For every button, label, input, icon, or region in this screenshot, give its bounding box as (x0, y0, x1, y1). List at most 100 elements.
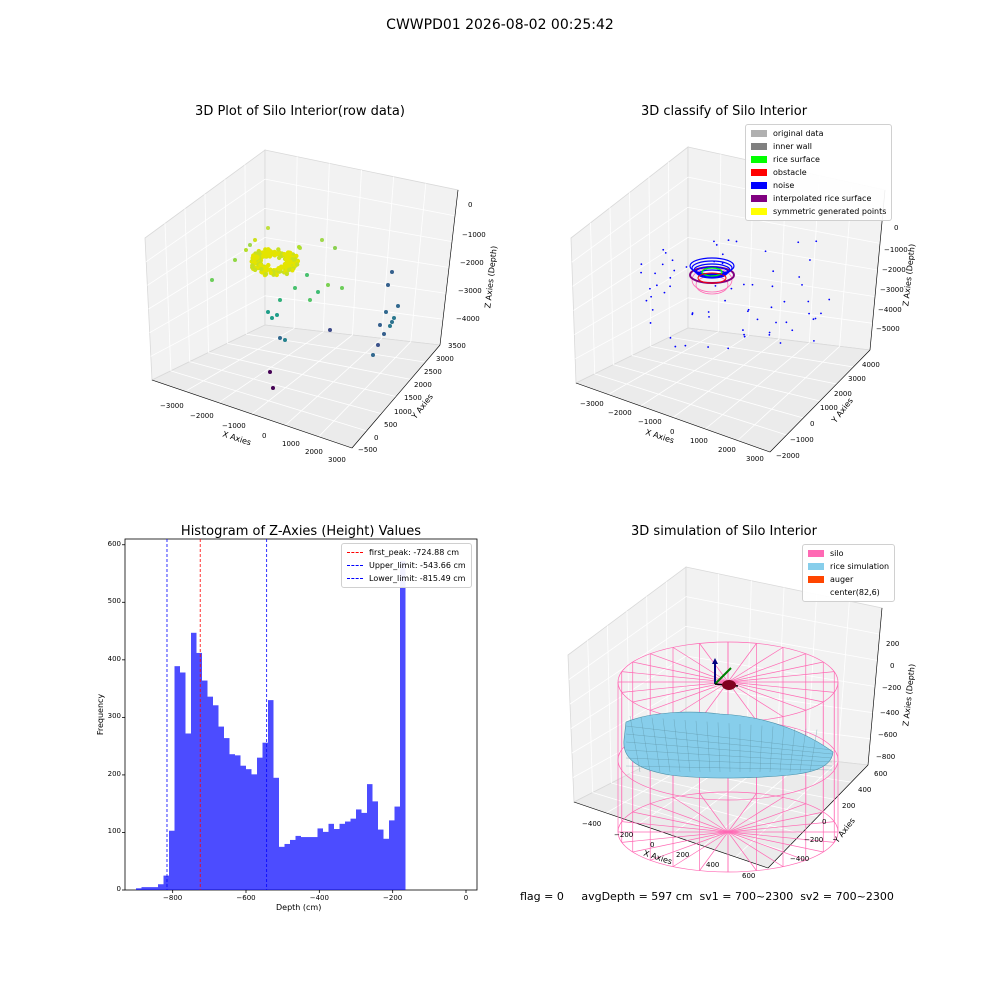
noise-point (768, 331, 771, 334)
p4-zt4: −600 (878, 731, 898, 739)
p1-yt4: 1500 (404, 394, 422, 402)
hist-bar (136, 888, 142, 890)
noise-point (669, 276, 672, 279)
scatter-point (270, 316, 274, 320)
p4-yt3: 200 (842, 802, 856, 810)
hist-bar (317, 828, 323, 890)
hist-bar (224, 738, 230, 890)
p1-xt3: 0 (262, 432, 267, 440)
hist-bar (158, 884, 164, 890)
p1-yt5: 2000 (414, 381, 432, 389)
scatter-point (264, 268, 270, 273)
p4-yt1: −200 (804, 836, 824, 844)
noise-point (669, 285, 671, 288)
p4-xt5: 600 (742, 872, 756, 880)
rice-mesh (625, 715, 833, 773)
p1-xt4: 1000 (282, 440, 300, 448)
auger (712, 658, 739, 690)
p4-zt2: −200 (882, 684, 902, 692)
legend-swatch-silo (808, 550, 824, 557)
p1-xt2: −1000 (222, 422, 246, 430)
scatter-point (264, 264, 270, 269)
p1-zt0: 0 (468, 201, 473, 209)
hist-bar (378, 829, 384, 890)
scatter-point (282, 251, 287, 257)
p2-xt0: −3000 (580, 400, 604, 408)
noise-point (735, 240, 738, 243)
scatter-point (386, 283, 390, 287)
p2-zt1: −1000 (884, 246, 908, 254)
noise-point (743, 333, 745, 336)
scatter-point (285, 250, 291, 255)
noise-point (785, 321, 788, 324)
legend-swatch-rice-sim (808, 563, 824, 570)
hist-ytick-label: 400 (107, 654, 121, 663)
hist-bar (284, 843, 290, 890)
noise-ring (689, 257, 735, 275)
legend-line-upper (347, 565, 363, 566)
scatter-point (371, 353, 375, 357)
hist-bar (202, 680, 208, 890)
hist-xtick-label: −400 (309, 894, 329, 902)
noise-point (751, 283, 754, 286)
scatter-point (266, 310, 270, 314)
p2-xt3: 0 (670, 428, 675, 436)
hist-bar (394, 806, 400, 890)
noise-point (674, 345, 677, 348)
scatter-point (263, 251, 268, 257)
scatter-point (294, 262, 300, 267)
noise-point (715, 244, 718, 246)
hist-bar (301, 837, 307, 890)
hist-bar (361, 812, 367, 890)
legend-swatch-inner-wall (751, 143, 767, 150)
scatter-point (248, 243, 252, 247)
plot2-points (640, 239, 831, 350)
scatter-point (390, 270, 394, 274)
noise-point (721, 262, 724, 265)
noise-point (727, 239, 730, 242)
hist-bar (356, 809, 362, 890)
plot1-title: 3D Plot of Silo Interior(row data) (195, 104, 405, 119)
noise-point (743, 335, 746, 338)
noise-point (649, 322, 652, 324)
noise-point (828, 298, 831, 301)
scatter-point (388, 324, 392, 328)
legend-lower: Lower_limit: -815.49 cm (369, 574, 466, 583)
p2-xt4: 1000 (690, 437, 708, 445)
noise-point (664, 251, 667, 254)
hist-bar (312, 837, 318, 890)
scatter-point (250, 265, 255, 270)
p2-yt1: −1000 (790, 436, 814, 444)
scatter-point (266, 226, 270, 230)
p4-yt4: 400 (858, 786, 872, 794)
noise-ring (697, 269, 727, 279)
p4-yt0: −400 (790, 855, 810, 863)
noise-point (814, 317, 817, 320)
hist-bar (350, 818, 356, 890)
noise-point (722, 273, 724, 275)
p1-yt2: 500 (384, 421, 398, 429)
hist-bar (185, 733, 191, 890)
p2-zt4: −4000 (878, 306, 902, 314)
scatter-point (278, 298, 282, 302)
noise-point (772, 270, 775, 273)
p2-zt3: −3000 (880, 286, 904, 294)
noise-point (721, 253, 724, 256)
hist-vlines (166, 539, 268, 890)
p2-xt5: 2000 (718, 446, 736, 454)
hist-bar (169, 830, 175, 890)
hist-bar (147, 887, 153, 890)
noise-point (685, 266, 688, 268)
hist-bar (218, 726, 224, 890)
hist-ytick-label: 600 (107, 539, 121, 548)
hist-bar (334, 829, 340, 890)
hist-xlabel: Depth (cm) (276, 903, 322, 912)
hist-xtick-label: −800 (163, 894, 183, 902)
p4-xt0: −400 (582, 820, 602, 828)
scatter-point (396, 304, 400, 308)
p1-yt8: 3500 (448, 342, 466, 350)
noise-point (713, 240, 715, 243)
p1-yt0: −500 (358, 446, 378, 454)
p4-zt5: −800 (876, 753, 896, 761)
